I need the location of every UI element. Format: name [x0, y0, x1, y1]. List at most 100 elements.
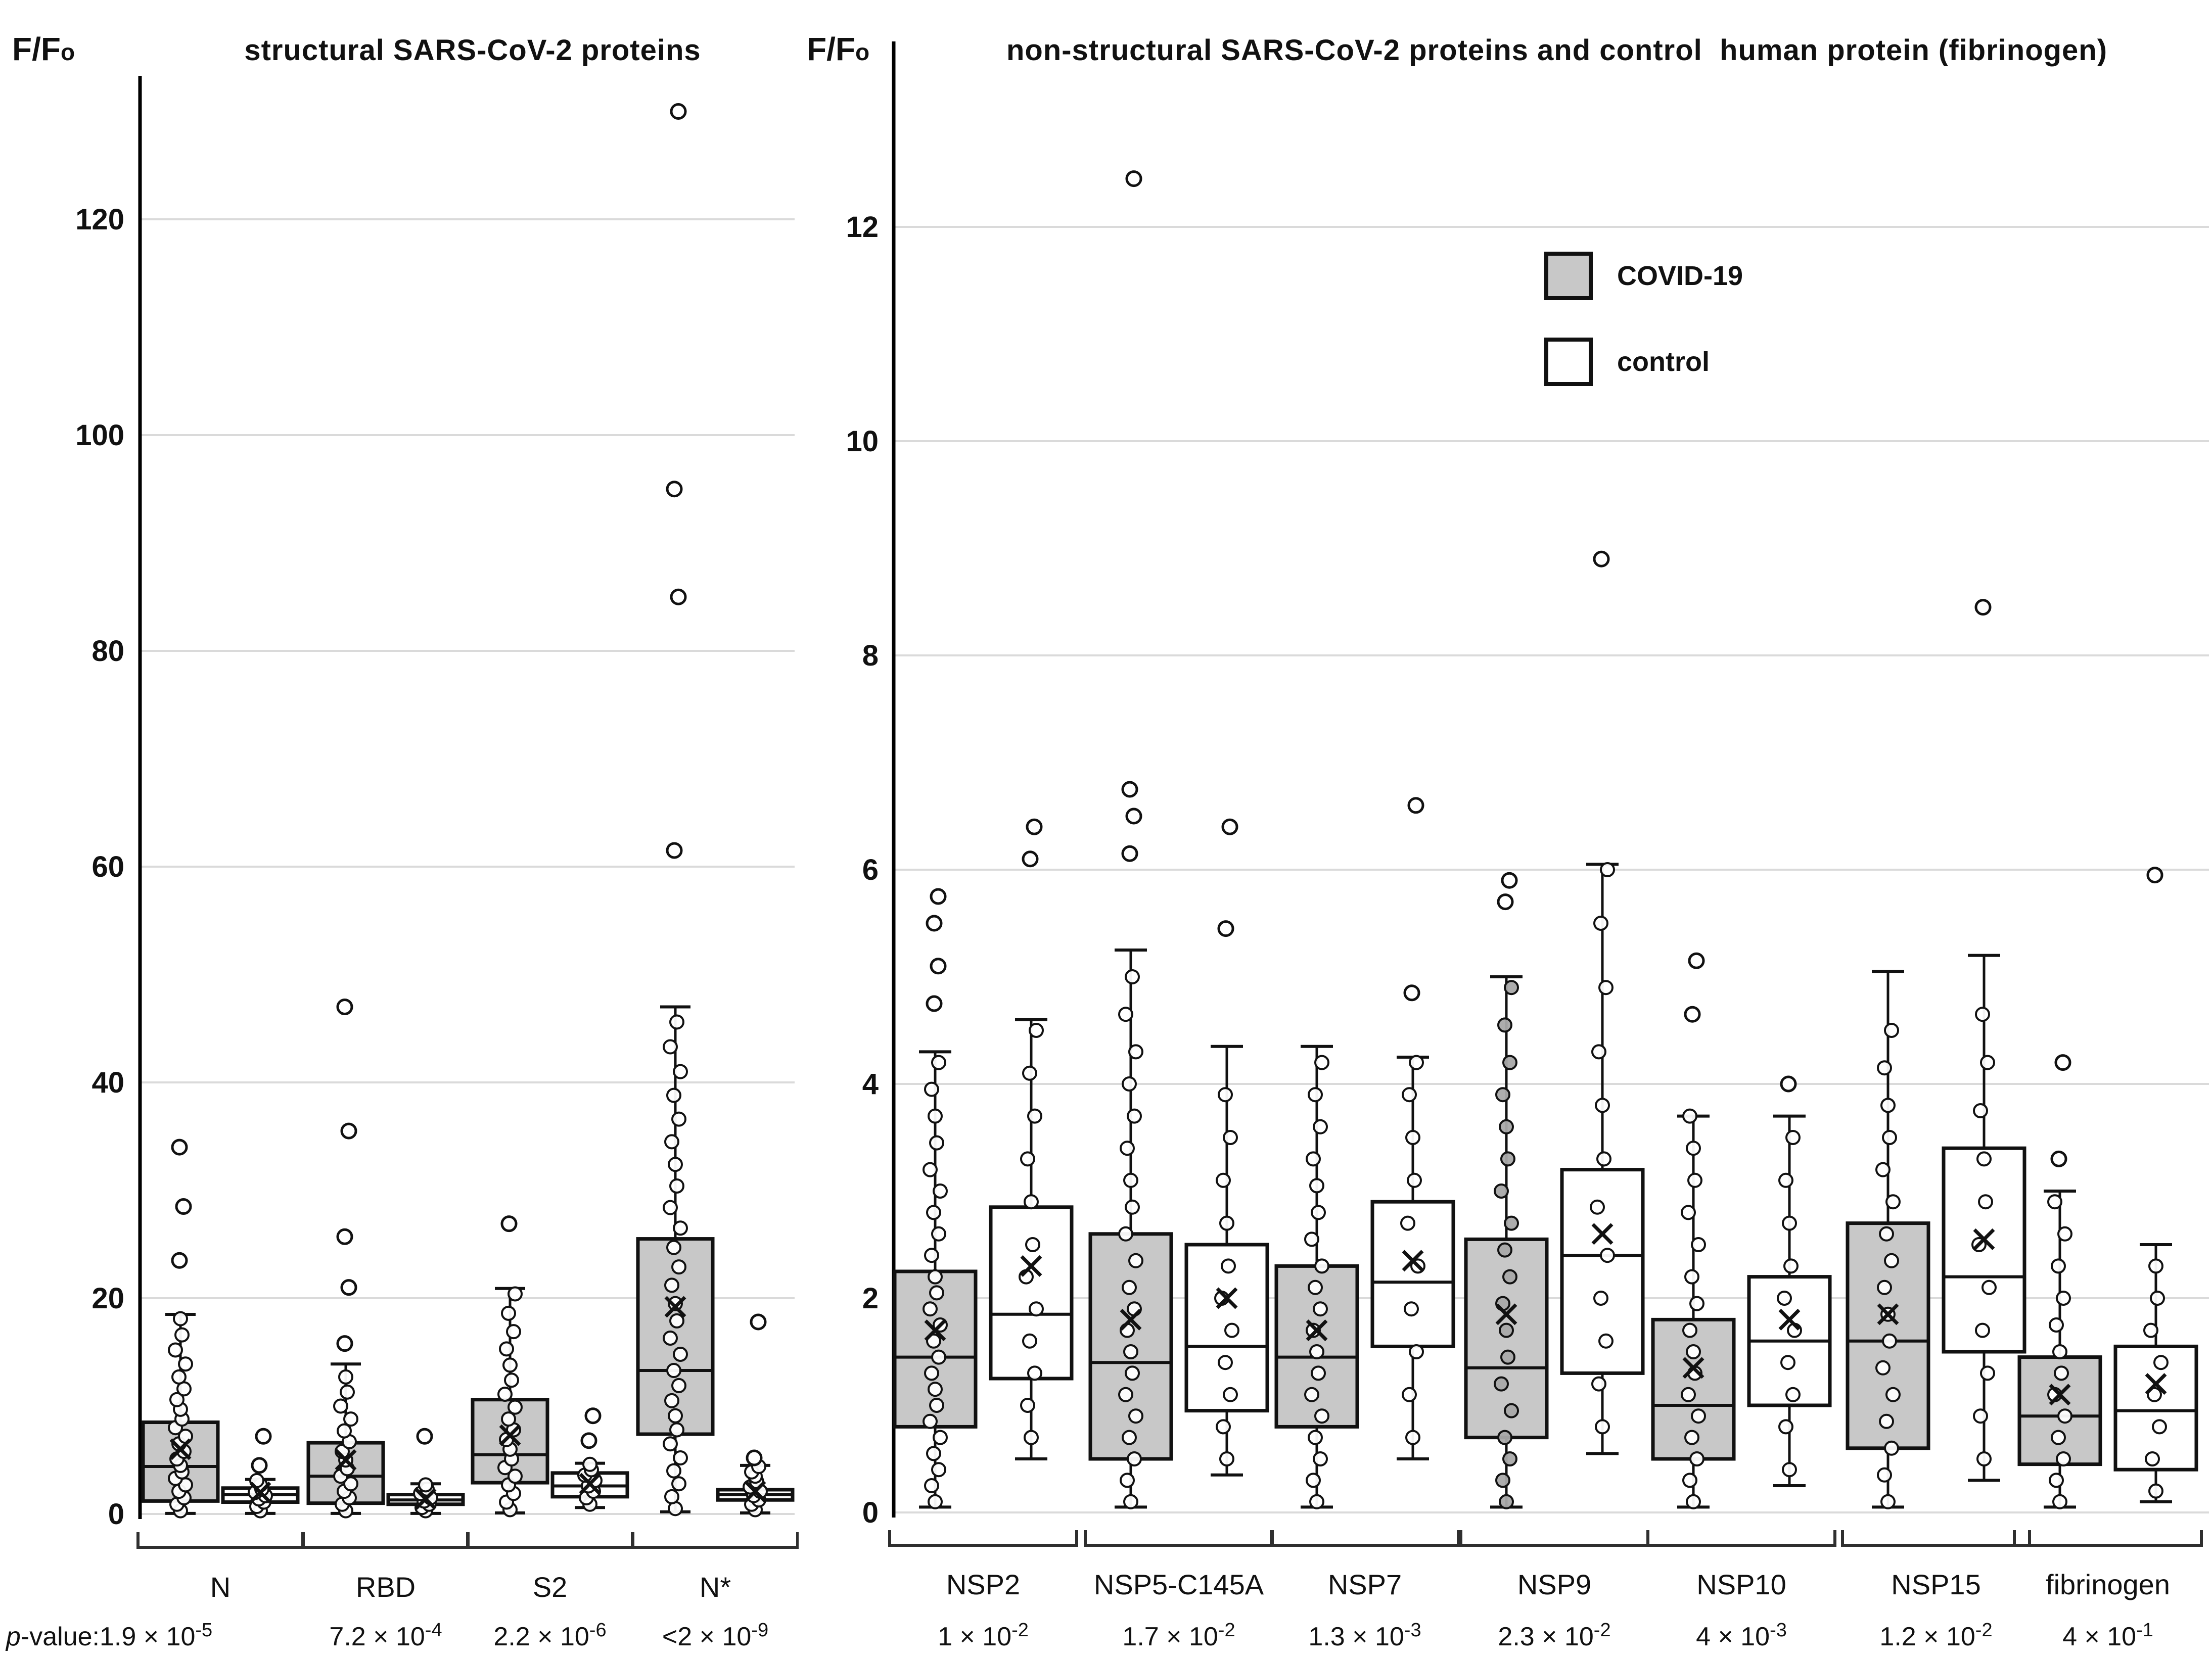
point	[1309, 1344, 1324, 1359]
boxplot-NSP9-control	[1560, 550, 1645, 1455]
point	[1981, 1280, 1997, 1295]
point	[2057, 1226, 2072, 1242]
outlier	[251, 1457, 268, 1474]
point	[1875, 1162, 1891, 1177]
point	[1975, 1322, 1990, 1338]
point	[1402, 1087, 1417, 1103]
point	[1304, 1231, 1319, 1247]
point	[1591, 1044, 1606, 1060]
point	[1308, 1087, 1323, 1103]
point	[666, 1363, 681, 1379]
data-points	[1590, 862, 1615, 1435]
point	[1499, 1119, 1514, 1134]
outlier-points	[1497, 872, 1518, 911]
point	[2054, 1365, 2069, 1381]
point	[1125, 1365, 1140, 1381]
data-points	[1494, 980, 1519, 1509]
boxplot-NSP10-control	[1747, 1075, 1832, 1487]
data-points	[1777, 1130, 1802, 1478]
group-bracket-fibrinogen	[2013, 1530, 2203, 1547]
mean-marker	[2049, 1384, 2071, 1406]
outlier	[1125, 808, 1142, 825]
point	[1216, 1172, 1231, 1188]
outlier	[340, 1122, 357, 1140]
point	[1504, 980, 1519, 996]
point	[1400, 1215, 1415, 1231]
outlier	[2050, 1150, 2067, 1167]
legend: COVID-19 control	[1544, 252, 1743, 423]
point	[1313, 1301, 1328, 1317]
boxplot-N-covid	[141, 1139, 220, 1519]
point	[1223, 1130, 1238, 1145]
point	[1882, 1333, 1897, 1349]
p-value-NSP2: 1 × 10-2	[938, 1620, 1029, 1651]
point	[1785, 1387, 1801, 1402]
point	[2051, 1258, 2066, 1274]
point	[508, 1286, 523, 1302]
point	[1686, 1494, 1701, 1509]
outlier-points	[1022, 818, 1043, 868]
point	[933, 1430, 948, 1445]
point	[1590, 1199, 1605, 1215]
outlier-points	[1684, 952, 1705, 1023]
point	[1123, 1344, 1138, 1359]
p-value-N: p-value:1.9 × 10-5	[5, 1620, 212, 1651]
y-tick-label-120: 120	[75, 203, 124, 236]
point	[671, 1378, 686, 1393]
category-label-NSP2: NSP2	[946, 1569, 1020, 1600]
point	[1595, 1419, 1610, 1435]
point	[1306, 1473, 1321, 1488]
point	[669, 1178, 684, 1194]
point	[1500, 1349, 1515, 1365]
point	[931, 1349, 946, 1365]
mean-marker	[1306, 1319, 1328, 1342]
point	[1600, 862, 1615, 877]
point	[1600, 1248, 1615, 1263]
mean-marker	[1877, 1303, 1899, 1325]
outlier	[255, 1428, 272, 1445]
point	[1780, 1355, 1795, 1370]
point	[1499, 1322, 1514, 1338]
mean-marker	[249, 1481, 271, 1503]
point	[1595, 1098, 1610, 1113]
group-bracket-N	[136, 1532, 304, 1549]
point	[663, 1436, 678, 1452]
outlier	[1403, 984, 1420, 1002]
group-bracket-S2	[466, 1532, 634, 1549]
mean-marker	[579, 1473, 601, 1495]
point	[1593, 1291, 1608, 1306]
point	[1311, 1365, 1326, 1381]
point	[508, 1468, 523, 1484]
boxplot-NSP9-covid	[1464, 872, 1549, 1509]
point	[2052, 1494, 2067, 1509]
point	[926, 1333, 941, 1349]
point	[2057, 1408, 2072, 1424]
outlier	[336, 1228, 353, 1245]
p-value-NSP5-C145A: 1.7 × 10-2	[1122, 1620, 1235, 1651]
category-label-RBD: RBD	[356, 1571, 416, 1603]
point	[508, 1399, 523, 1415]
y-tick-label-12: 12	[846, 211, 879, 244]
outlier	[336, 1335, 353, 1352]
group-bracket-NSP5-C145A	[1084, 1530, 1274, 1547]
point	[1125, 969, 1140, 984]
outlier	[670, 588, 687, 605]
point	[1973, 1103, 1988, 1118]
y-tick-label-0: 0	[108, 1498, 124, 1531]
outlier	[930, 888, 947, 905]
point	[666, 1087, 681, 1103]
point	[1219, 1215, 1234, 1231]
outlier	[580, 1432, 597, 1449]
point	[1029, 1023, 1044, 1038]
point	[1020, 1398, 1035, 1413]
point	[1029, 1301, 1044, 1317]
boxplot-NSP10-covid	[1651, 952, 1736, 1509]
outlier-points	[1121, 170, 1142, 862]
point	[924, 1365, 939, 1381]
p-value-S2: 2.2 × 10-6	[493, 1620, 606, 1651]
legend-control-label: control	[1617, 347, 1710, 377]
point	[1494, 1376, 1509, 1392]
data-points	[663, 1014, 688, 1517]
y-axis-tick-labels: 0 20 40 60 80 100 120	[75, 203, 124, 1531]
